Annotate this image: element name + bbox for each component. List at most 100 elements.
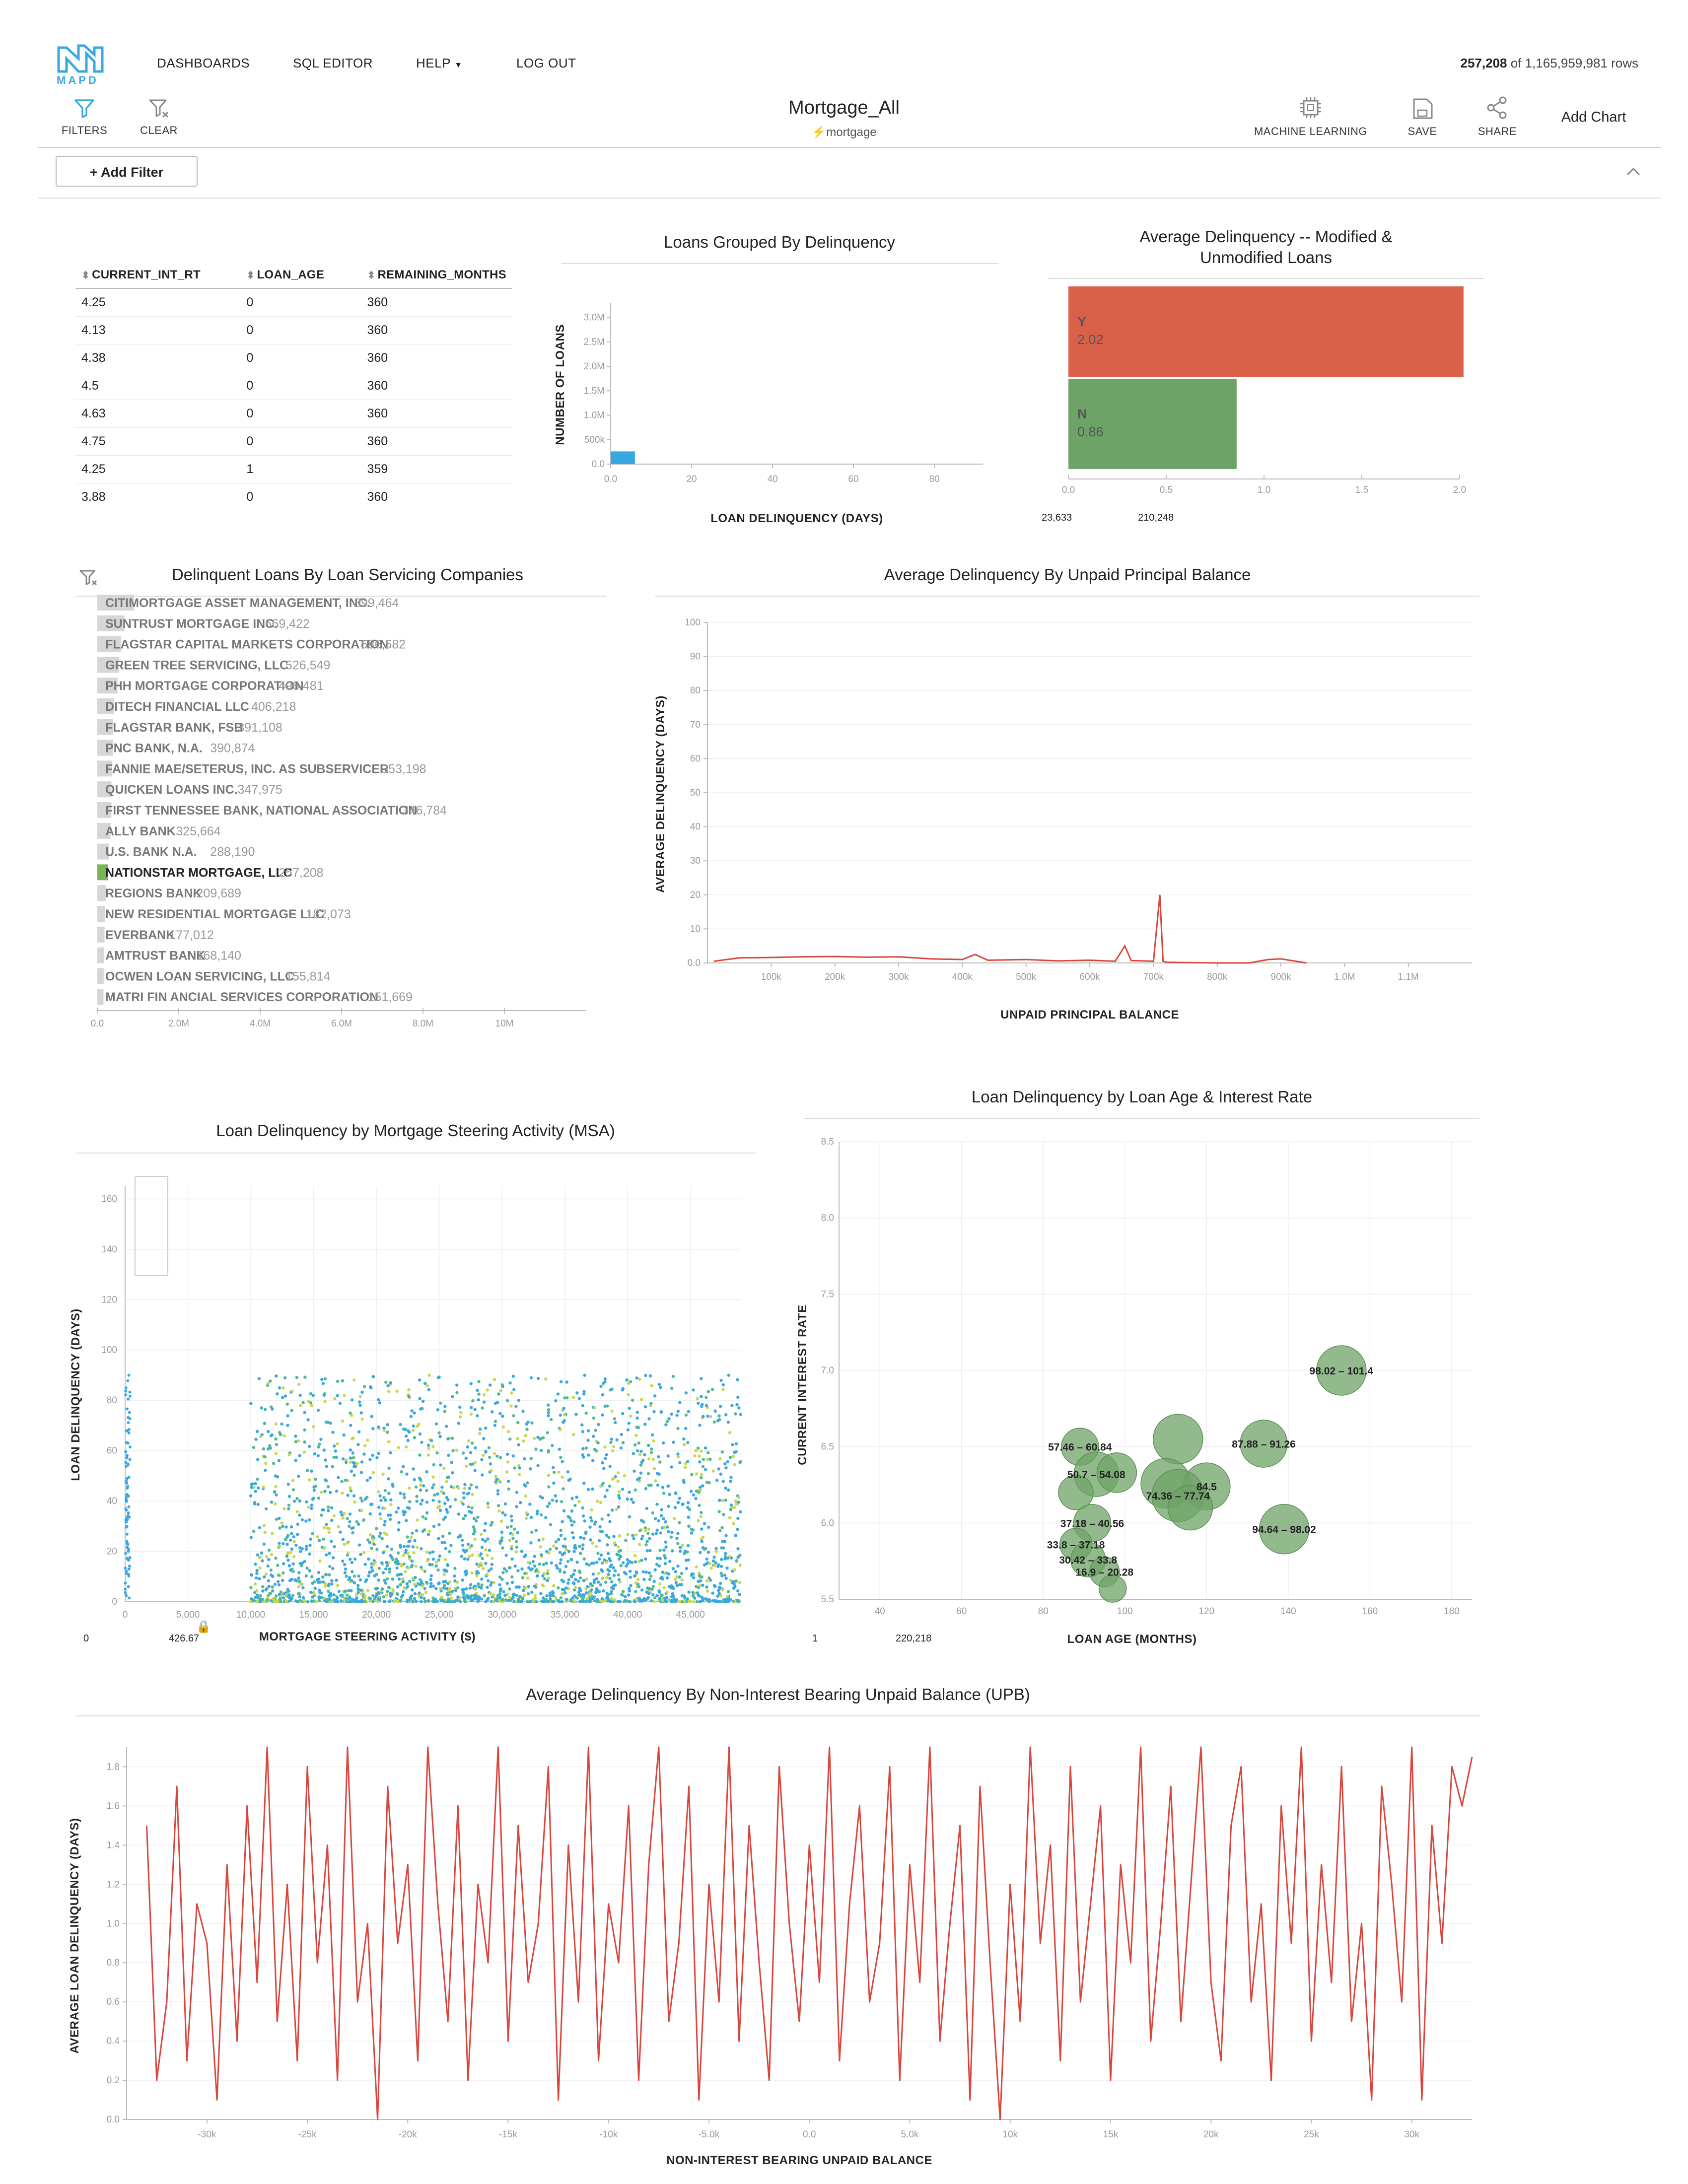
- x-tick-label: 0.5: [1160, 485, 1173, 495]
- scatter-point: [560, 1500, 563, 1503]
- scatter-point: [332, 1444, 336, 1448]
- scatter-point: [419, 1488, 422, 1492]
- scatter-point: [544, 1516, 548, 1519]
- scatter-point: [717, 1510, 721, 1513]
- scatter-point: [127, 1511, 130, 1515]
- bar-value-label: 2.02: [1077, 332, 1104, 347]
- bubble-chart[interactable]: 5.56.06.57.07.58.08.540 60 80 100 120 140 160 1…: [794, 1127, 1489, 1648]
- column-header[interactable]: ⬍ CURRENT_INT_RT: [75, 263, 241, 289]
- scatter-point: [559, 1380, 563, 1384]
- table-row[interactable]: 4.13 0 360: [75, 316, 512, 344]
- scatter-point: [570, 1531, 574, 1535]
- table-row[interactable]: 4.75 0 360: [75, 427, 512, 456]
- scatter-point: [538, 1563, 542, 1566]
- scatter-point: [667, 1530, 670, 1533]
- scatter-point: [303, 1411, 306, 1414]
- collapse-filters-icon[interactable]: [1623, 162, 1643, 182]
- scatter-point: [341, 1419, 345, 1423]
- table-row[interactable]: 4.63 0 360: [75, 400, 512, 428]
- scatter-point: [499, 1519, 503, 1523]
- scatter-point: [600, 1517, 604, 1521]
- clear-filters-button[interactable]: CLEAR: [135, 97, 183, 137]
- scatter-point: [632, 1537, 635, 1540]
- table-cell: 1: [240, 455, 361, 483]
- logo[interactable]: MAPD: [57, 44, 104, 86]
- save-button[interactable]: SAVE: [1400, 97, 1445, 138]
- scatter-point: [348, 1600, 352, 1603]
- scatter-point: [724, 1499, 727, 1502]
- add-chart-button[interactable]: Add Chart: [1561, 109, 1626, 125]
- x-tick-label: 10k: [1002, 2129, 1018, 2140]
- scatter-point: [535, 1568, 539, 1571]
- scatter-point: [552, 1544, 556, 1548]
- scatter-point: [715, 1479, 719, 1482]
- scatter-point: [387, 1440, 391, 1443]
- source-table[interactable]: ⚡mortgage: [695, 125, 993, 139]
- scatter-point: [566, 1470, 570, 1474]
- scatter-point: [483, 1594, 486, 1597]
- scatter-point: [473, 1537, 477, 1541]
- scatter-point: [700, 1449, 703, 1453]
- servicer-bar: [97, 906, 105, 922]
- scatter-point: [477, 1380, 481, 1383]
- scatter-point: [465, 1587, 468, 1591]
- nav-sql-editor[interactable]: SQL EDITOR: [293, 56, 373, 70]
- scatter-point: [429, 1438, 433, 1442]
- share-button[interactable]: SHARE: [1473, 95, 1522, 138]
- scatter-point: [383, 1531, 387, 1535]
- scatter-point: [313, 1586, 317, 1590]
- scatter-point: [256, 1502, 260, 1506]
- scatter-point: [635, 1376, 638, 1380]
- scatter-point: [698, 1454, 701, 1458]
- scatter-point: [547, 1414, 550, 1418]
- scatter-point: [635, 1426, 638, 1429]
- scatter-point: [613, 1569, 617, 1572]
- x-tick-label: 4.0M: [250, 1019, 271, 1029]
- scatter-point: [505, 1470, 509, 1474]
- bubble-label: 74.36 – 77.74: [1146, 1491, 1210, 1502]
- servicer-bar: [97, 595, 134, 611]
- servicer-value: 151,669: [368, 990, 413, 1004]
- scatter-point: [420, 1593, 423, 1597]
- scatter-point: [684, 1462, 688, 1465]
- scatter-point: [619, 1446, 623, 1450]
- clear-chart-filter-icon[interactable]: [78, 568, 100, 590]
- scatter-point: [605, 1533, 609, 1537]
- table-row[interactable]: 4.25 1 359: [75, 455, 512, 483]
- scatter-point: [305, 1500, 308, 1504]
- nav-dashboards[interactable]: DASHBOARDS: [157, 56, 250, 70]
- dashboard-title[interactable]: Mortgage_All: [788, 97, 900, 118]
- x-tick-label: 5.0k: [901, 2129, 919, 2140]
- filters-button[interactable]: FILTERS: [61, 97, 108, 137]
- servicers-bar-chart[interactable]: CITIMORTGAGE ASSET MANAGEMENT, INC.899,4…: [74, 594, 621, 1035]
- table-row[interactable]: 4.38 0 360: [75, 344, 512, 372]
- scatter-point: [359, 1592, 363, 1596]
- table-row[interactable]: 4.5 0 360: [75, 372, 512, 400]
- column-header[interactable]: ⬍ LOAN_AGE: [240, 263, 361, 289]
- scatter-point: [128, 1390, 132, 1394]
- column-header[interactable]: ⬍ REMAINING_MONTHS: [361, 263, 512, 289]
- scatter-point: [419, 1407, 422, 1411]
- nav-logout[interactable]: LOG OUT: [516, 56, 576, 70]
- scatter-point: [690, 1473, 694, 1477]
- scatter-point: [357, 1430, 361, 1433]
- scatter-point: [555, 1564, 558, 1568]
- nav-help[interactable]: HELP ▼: [416, 56, 463, 71]
- table-row[interactable]: 3.88 0 360: [75, 483, 512, 511]
- scatter-point: [484, 1449, 488, 1453]
- scatter-point: [263, 1455, 267, 1459]
- scatter-point: [335, 1489, 339, 1493]
- scatter-point: [547, 1474, 551, 1477]
- scatter-point: [608, 1484, 612, 1488]
- scatter-point: [126, 1463, 130, 1467]
- table-row[interactable]: 4.25 0 360: [75, 288, 512, 317]
- scatter-point: [317, 1497, 321, 1500]
- scatter-point: [668, 1493, 671, 1496]
- machine-learning-button[interactable]: MACHINE LEARNING: [1251, 95, 1370, 138]
- add-filter-button[interactable]: + Add Filter: [56, 156, 198, 187]
- nib-line-chart[interactable]: 0.00.20.40.60.81.01.21.41.61.8-30k -25k -2…: [60, 1722, 1489, 2174]
